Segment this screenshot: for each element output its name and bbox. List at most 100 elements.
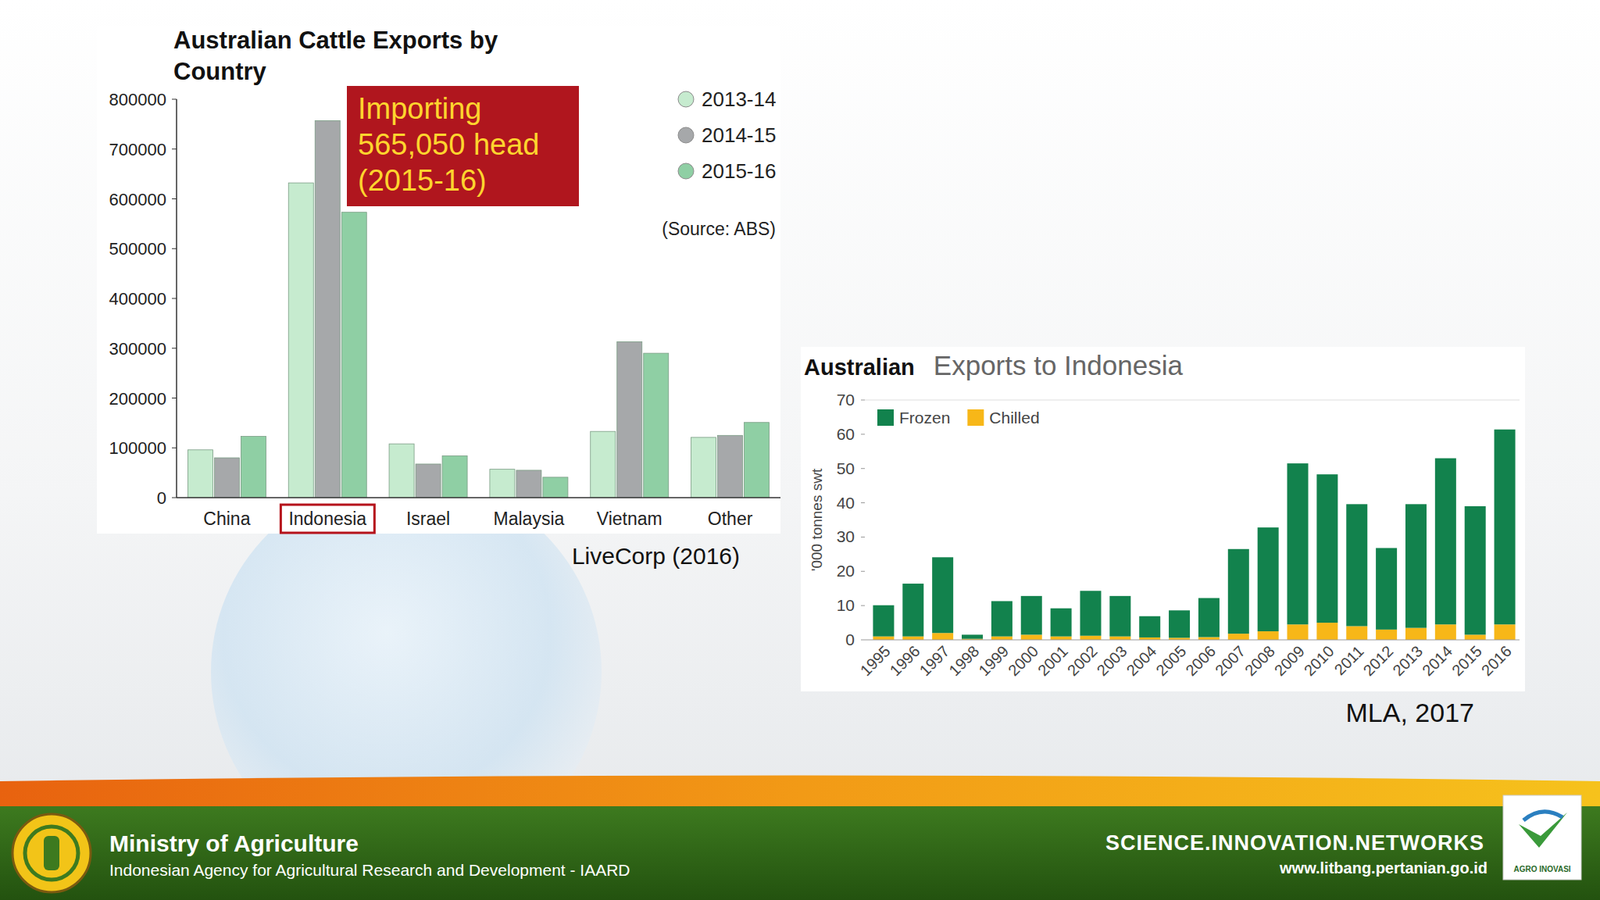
bar — [717, 435, 743, 498]
y-tick-label: 500000 — [109, 239, 167, 259]
x-tick-label: 2003 — [1093, 642, 1131, 679]
bar — [214, 457, 240, 498]
bar-segment — [932, 632, 954, 640]
y-tick — [171, 99, 177, 100]
bar-segment — [1021, 596, 1043, 636]
ministry-logo — [12, 814, 91, 893]
chart-title: Australian — [803, 354, 915, 380]
caption: LiveCorp (2016) — [571, 542, 740, 569]
legend-swatch — [877, 409, 894, 426]
x-tick-label: 2012 — [1359, 642, 1397, 679]
agro-logo-box — [1503, 795, 1582, 880]
bar-segment — [1375, 547, 1397, 629]
title-line: Country — [173, 57, 268, 86]
bar-segment — [1316, 622, 1338, 640]
bar-segment — [872, 605, 894, 637]
indonesia-exports-chart: AustralianExports to Indonesia0102030405… — [800, 346, 1525, 728]
bar-segment — [1405, 503, 1427, 628]
bar-segment — [991, 600, 1013, 636]
annotation-text: (2015-16) — [357, 164, 487, 197]
x-tick-label: 2016 — [1478, 642, 1515, 679]
legend-label: Chilled — [989, 408, 1040, 427]
bar-segment — [1079, 635, 1101, 640]
slide: Australian Cattle Exports byCountry01000… — [0, 0, 1600, 900]
bar — [489, 469, 515, 498]
x-tick-label: 1996 — [886, 642, 924, 679]
background — [0, 0, 1600, 900]
x-tick-label: 2010 — [1300, 642, 1338, 679]
x-tick-label: 2007 — [1211, 642, 1249, 679]
bars — [187, 120, 769, 498]
annotation-box — [346, 85, 579, 207]
x-tick-label: 2009 — [1271, 642, 1308, 679]
y-tick — [171, 497, 177, 499]
bar — [341, 212, 367, 498]
bar-segment — [1375, 629, 1397, 640]
legend-swatch — [678, 163, 694, 179]
bar-segment — [1287, 624, 1309, 640]
x-tick-label: 2005 — [1152, 642, 1190, 679]
bar-segment — [872, 636, 894, 640]
bar — [617, 341, 643, 498]
agro-logo — [1503, 795, 1582, 880]
x-tick-label: 2006 — [1182, 642, 1219, 679]
y-tick-label: 60 — [836, 425, 855, 443]
bar — [415, 464, 441, 498]
y-tick — [860, 433, 865, 435]
caption: MLA, 2017 — [1346, 697, 1475, 728]
y-tick-label: 300000 — [109, 339, 167, 359]
legend-swatch — [967, 409, 984, 426]
legend-swatch — [678, 127, 694, 143]
bar-segment — [1346, 625, 1368, 640]
y-tick-label: 600000 — [109, 189, 167, 210]
bar-segment — [1257, 631, 1279, 640]
x-tick-label: 1998 — [945, 642, 983, 679]
y-tick-label: 700000 — [109, 139, 167, 160]
y-tick-label: 20 — [836, 561, 855, 580]
bar-segment — [902, 583, 924, 637]
bar — [187, 450, 213, 498]
x-tick-label: 1997 — [915, 642, 953, 679]
bars — [872, 429, 1515, 640]
x-axis — [864, 639, 1520, 640]
x-tick-label: 2000 — [1004, 642, 1042, 679]
bar-segment — [961, 634, 983, 639]
bar — [288, 182, 314, 498]
y-axis — [175, 99, 178, 498]
plot-top-border — [864, 400, 1520, 401]
x-tick-label: 2002 — [1064, 642, 1101, 679]
y-tick — [860, 467, 865, 469]
legend-swatch — [678, 91, 694, 108]
x-tick-label: Vietnam — [596, 508, 663, 529]
bar-segment — [991, 636, 1013, 640]
y-tick — [171, 298, 177, 300]
y-tick — [860, 536, 865, 538]
bar-segment — [1494, 624, 1516, 640]
x-tick-label: China — [203, 508, 250, 529]
bar-segment — [1464, 506, 1486, 635]
bar — [442, 455, 468, 498]
x-tick-label: 2001 — [1034, 642, 1072, 679]
chart-subtitle: Exports to Indonesia — [933, 350, 1184, 381]
bar-segment — [1494, 429, 1516, 625]
x-tick-label: 2013 — [1389, 642, 1426, 679]
legend-label: Frozen — [899, 408, 950, 427]
y-tick — [171, 148, 177, 150]
chart-panel — [800, 346, 1525, 692]
ministry-name: Ministry of Agriculture — [109, 830, 359, 857]
bar-segment — [1346, 503, 1368, 626]
y-tick — [860, 605, 865, 607]
x-tick-label: 2015 — [1448, 642, 1486, 679]
x-tick-label: Indonesia — [288, 508, 367, 529]
bar-segment — [1168, 610, 1190, 638]
annotation-text: Importing — [357, 92, 482, 125]
y-tick — [860, 400, 865, 401]
bar — [516, 470, 542, 498]
footer-stripe — [0, 775, 1600, 809]
y-tick — [860, 502, 865, 504]
bar-segment — [1287, 463, 1309, 625]
title-line: Australian Cattle Exports by — [173, 26, 499, 54]
bar-segment — [1050, 636, 1072, 640]
x-tick-label: 1999 — [975, 642, 1012, 679]
cattle-exports-chart: Australian Cattle Exports byCountry01000… — [96, 25, 781, 569]
